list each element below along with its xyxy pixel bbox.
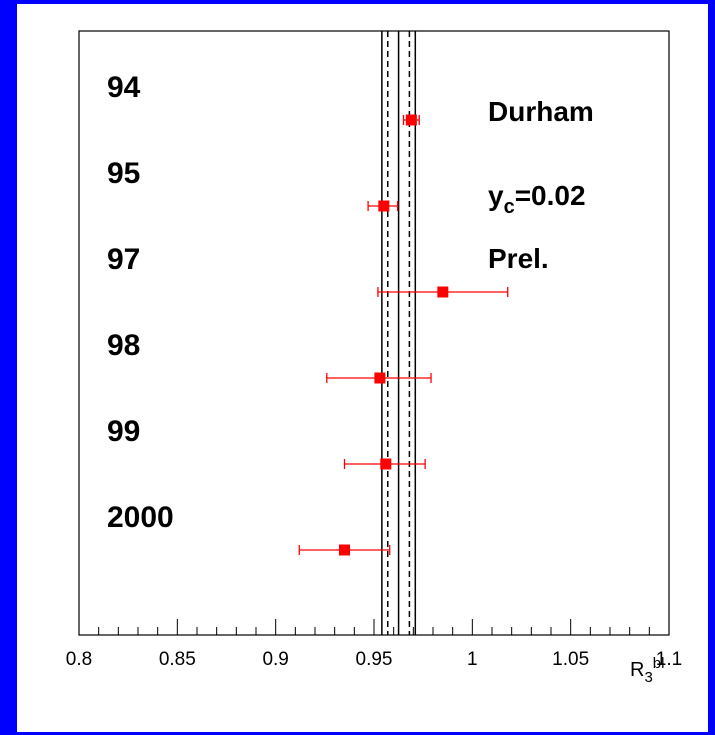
- average-band: [381, 31, 417, 635]
- ycut-base: y: [488, 180, 504, 211]
- x-tick-label: 1: [467, 649, 478, 670]
- axes: [78, 30, 670, 636]
- year-label: 2000: [107, 501, 174, 534]
- year-label: 98: [107, 329, 140, 362]
- x-tick-label: 0.85: [159, 649, 196, 670]
- ycut-subscript: c: [504, 196, 515, 218]
- data-points: [298, 114, 509, 556]
- year-labels: 94 95 97 98 99 2000: [107, 71, 174, 534]
- x-tick-label: 0.95: [356, 649, 393, 670]
- x-tick-label: 1.1: [656, 649, 682, 670]
- x-tick-label: 0.8: [66, 649, 92, 670]
- x-axis-label-base: R: [630, 659, 644, 681]
- x-axis-label-sub: 3: [644, 669, 652, 686]
- ycut-value: =0.02: [515, 180, 586, 211]
- algorithm-annotation: Durham: [488, 96, 594, 127]
- data-point-marker: [405, 114, 417, 126]
- x-tick-label: 0.9: [262, 649, 288, 670]
- data-point-marker: [437, 286, 449, 298]
- year-label: 95: [107, 157, 140, 190]
- data-point-marker: [339, 544, 350, 556]
- year-label: 94: [107, 71, 141, 104]
- ycut-annotation: yc=0.02: [488, 180, 586, 218]
- year-label: 97: [107, 243, 140, 276]
- x-axis-label-sup: bl: [653, 655, 665, 672]
- x-axis-label: R3bl: [630, 655, 664, 686]
- x-tick-labels: 0.8 0.85 0.9 0.95 1 1.05 1.1: [66, 649, 682, 670]
- data-point-marker: [374, 372, 386, 384]
- x-tick-label: 1.05: [552, 649, 589, 670]
- ratio-plot: 94 95 97 98 99 2000 0.8 0.85 0.9 0.95 1 1.05 1.1 Du…: [66, 30, 682, 686]
- plot-canvas: 94 95 97 98 99 2000 0.8 0.85 0.9 0.95 1 1.05 1.1 Du…: [17, 4, 708, 732]
- year-label: 99: [107, 415, 140, 448]
- data-point-marker: [378, 200, 390, 212]
- status-annotation: Prel.: [488, 243, 549, 274]
- data-point-marker: [380, 458, 392, 470]
